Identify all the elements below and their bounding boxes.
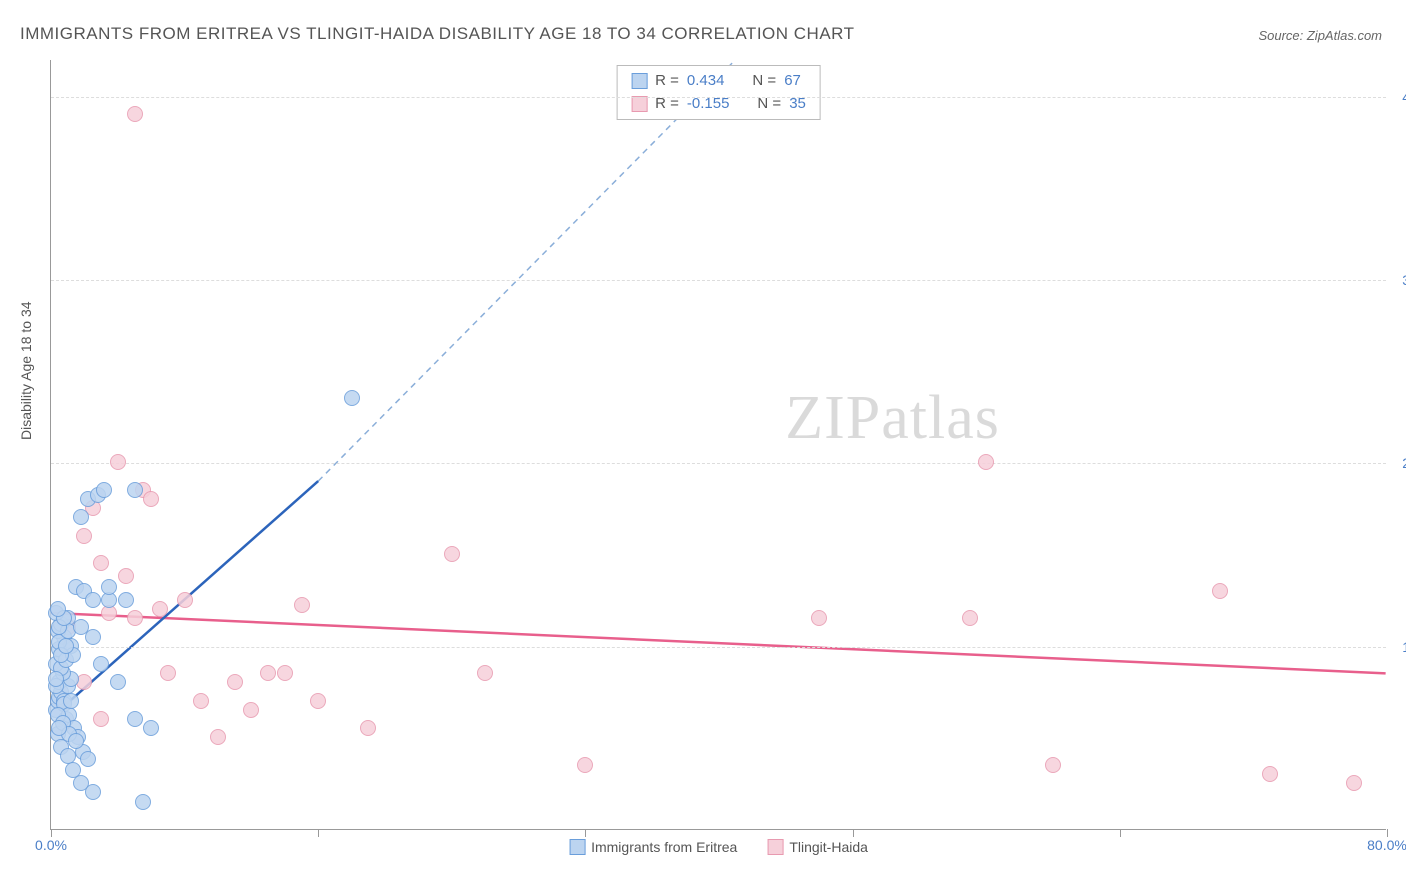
correlation-stats-box: R = 0.434 N = 67 R = -0.155 N = 35 <box>616 65 821 120</box>
gridline-horizontal <box>51 280 1386 281</box>
data-point-a <box>110 674 126 690</box>
data-point-b <box>1262 766 1278 782</box>
trend-line <box>51 613 1385 673</box>
chart-legend: Immigrants from Eritrea Tlingit-Haida <box>569 839 868 855</box>
data-point-b <box>260 665 276 681</box>
y-tick-label: 40.0% <box>1402 89 1406 105</box>
data-point-b <box>310 693 326 709</box>
data-point-b <box>160 665 176 681</box>
watermark-atlas: atlas <box>881 384 1000 452</box>
data-point-a <box>58 638 74 654</box>
data-point-b <box>93 555 109 571</box>
data-point-a <box>135 794 151 810</box>
chart-plot-area: ZIPatlas R = 0.434 N = 67 R = -0.155 N =… <box>50 60 1386 830</box>
data-point-a <box>96 482 112 498</box>
data-point-a <box>51 720 67 736</box>
x-tick <box>1387 829 1388 837</box>
data-point-a <box>63 693 79 709</box>
swatch-series-b <box>631 96 647 112</box>
stats-r-value-a: 0.434 <box>687 70 725 93</box>
watermark-zip: ZIP <box>785 384 881 452</box>
y-tick-label: 10.0% <box>1402 639 1406 655</box>
stats-n-label-a: N = <box>752 70 776 93</box>
data-point-a <box>50 601 66 617</box>
data-point-a <box>60 748 76 764</box>
data-point-b <box>210 729 226 745</box>
x-tick <box>585 829 586 837</box>
data-point-b <box>110 454 126 470</box>
data-point-b <box>118 568 134 584</box>
legend-swatch-a <box>569 839 585 855</box>
x-tick <box>1120 829 1121 837</box>
legend-item-series-b: Tlingit-Haida <box>767 839 868 855</box>
data-point-b <box>227 674 243 690</box>
watermark-text: ZIPatlas <box>785 383 1000 454</box>
y-tick-label: 20.0% <box>1402 455 1406 471</box>
data-point-b <box>1346 775 1362 791</box>
y-axis-label: Disability Age 18 to 34 <box>18 301 34 440</box>
data-point-a <box>344 390 360 406</box>
data-point-b <box>294 597 310 613</box>
data-point-b <box>444 546 460 562</box>
x-tick <box>853 829 854 837</box>
gridline-horizontal <box>51 463 1386 464</box>
stats-r-label-a: R = <box>655 70 679 93</box>
data-point-a <box>93 656 109 672</box>
legend-item-series-a: Immigrants from Eritrea <box>569 839 737 855</box>
data-point-b <box>143 491 159 507</box>
data-point-b <box>127 610 143 626</box>
data-point-a <box>48 671 64 687</box>
legend-label-b: Tlingit-Haida <box>789 839 868 855</box>
data-point-b <box>76 528 92 544</box>
data-point-b <box>177 592 193 608</box>
data-point-a <box>127 482 143 498</box>
gridline-horizontal <box>51 97 1386 98</box>
data-point-b <box>243 702 259 718</box>
y-tick-label: 30.0% <box>1402 272 1406 288</box>
data-point-b <box>277 665 293 681</box>
data-point-a <box>127 711 143 727</box>
data-point-b <box>978 454 994 470</box>
data-point-a <box>101 579 117 595</box>
data-point-b <box>1045 757 1061 773</box>
data-point-b <box>1212 583 1228 599</box>
legend-swatch-b <box>767 839 783 855</box>
data-point-b <box>360 720 376 736</box>
data-point-b <box>811 610 827 626</box>
data-point-b <box>577 757 593 773</box>
x-tick <box>318 829 319 837</box>
swatch-series-a <box>631 73 647 89</box>
x-tick <box>51 829 52 837</box>
data-point-b <box>477 665 493 681</box>
data-point-a <box>80 751 96 767</box>
trend-line <box>318 60 735 481</box>
data-point-a <box>85 592 101 608</box>
data-point-b <box>93 711 109 727</box>
data-point-a <box>85 629 101 645</box>
stats-n-value-a: 67 <box>784 70 801 93</box>
data-point-b <box>962 610 978 626</box>
data-point-a <box>85 784 101 800</box>
x-tick-label: 80.0% <box>1367 837 1406 853</box>
x-tick-label: 0.0% <box>35 837 67 853</box>
chart-title: IMMIGRANTS FROM ERITREA VS TLINGIT-HAIDA… <box>20 24 855 44</box>
data-point-b <box>193 693 209 709</box>
data-point-a <box>143 720 159 736</box>
data-point-a <box>73 509 89 525</box>
data-point-a <box>68 733 84 749</box>
source-attribution: Source: ZipAtlas.com <box>1258 28 1382 43</box>
gridline-horizontal <box>51 647 1386 648</box>
stats-row-series-a: R = 0.434 N = 67 <box>631 70 806 93</box>
data-point-a <box>118 592 134 608</box>
legend-label-a: Immigrants from Eritrea <box>591 839 737 855</box>
data-point-b <box>127 106 143 122</box>
data-point-b <box>152 601 168 617</box>
